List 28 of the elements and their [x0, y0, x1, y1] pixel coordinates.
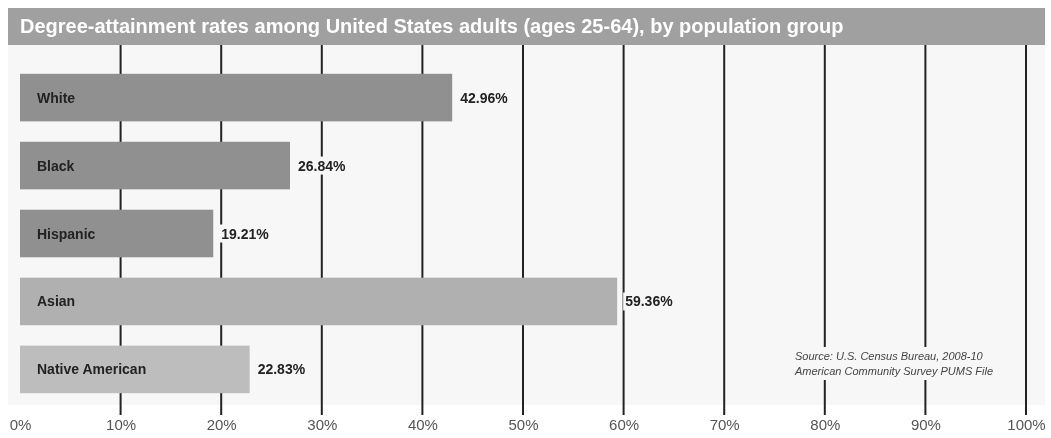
data-label: 22.83%: [257, 361, 306, 378]
x-tick-label: 40%: [407, 415, 438, 433]
data-label: 59.36%: [625, 293, 674, 310]
x-tick-label: 10%: [106, 415, 137, 433]
bar: [20, 209, 214, 258]
y-tick-label: Hispanic: [37, 225, 96, 242]
y-tick-label: Asian: [37, 293, 76, 310]
y-tick-label: Black: [37, 157, 75, 174]
bar: [20, 345, 250, 394]
y-tick-label: Native American: [37, 361, 147, 378]
y-tick-label: White: [37, 89, 76, 106]
x-tick-label: 90%: [910, 415, 941, 433]
x-tick-label: 20%: [206, 415, 237, 433]
x-tick-label: 100%: [1007, 415, 1046, 433]
bar: [20, 141, 291, 190]
data-label: 26.84%: [298, 157, 347, 174]
x-tick-label: 0%: [9, 415, 32, 433]
bar: [20, 277, 618, 326]
x-tick-label: 60%: [609, 415, 640, 433]
x-tick-label: 30%: [307, 415, 338, 433]
bar: [20, 73, 453, 122]
data-label: 42.96%: [460, 89, 509, 106]
annotation: Source: U.S. Census Bureau, 2008-10 American Community Survey PUMS File: [794, 350, 994, 377]
data-label: 19.21%: [221, 225, 270, 242]
chart-title: Degree-attainment rates among United States adults (ages 25-64), by population group: [20, 15, 844, 37]
x-tick-label: 50%: [508, 415, 539, 433]
x-tick-label: 70%: [709, 415, 740, 433]
x-tick-label: 80%: [810, 415, 841, 433]
